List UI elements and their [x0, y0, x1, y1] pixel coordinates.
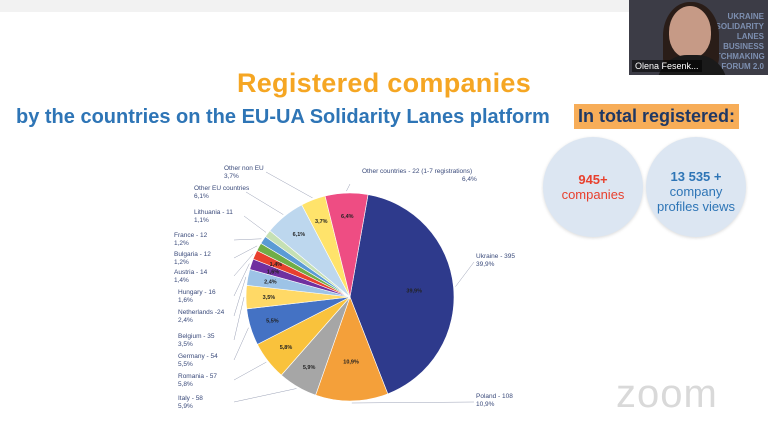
slice-category-label: Netherlands -24 [178, 309, 225, 316]
companies-stat: 945+ companies [543, 137, 643, 237]
slice-category-label: Other EU countries [194, 185, 250, 192]
participant-video[interactable]: UKRAINE SOLIDARITY LANES BUSINESS MATCHM… [629, 0, 768, 75]
leader-line [265, 171, 313, 199]
slice-percent-label: 1,1% [194, 217, 209, 224]
profile-views-label-1: company [669, 184, 723, 199]
profile-views-count: 13 535 + [670, 169, 722, 184]
slice-value-label: 3,7% [315, 219, 328, 225]
leader-line [233, 327, 249, 361]
slide-subtitle: by the countries on the EU-UA Solidarity… [16, 106, 550, 128]
total-registered-label: In total registered: [574, 104, 740, 129]
pie-slice-other-countries [324, 192, 369, 298]
slice-category-label: Poland - 108 [476, 393, 513, 400]
slice-percent-label: 1,2% [174, 240, 189, 247]
pie-slice-poland [315, 296, 389, 402]
slice-category-label: Bulgaria - 12 [174, 251, 211, 258]
slice-value-label: 1,4% [270, 262, 283, 268]
slice-value-label: 10,9% [343, 360, 359, 366]
leader-line [455, 261, 475, 287]
slice-percent-label: 3,5% [178, 341, 193, 348]
slice-category-label: Belgium - 35 [178, 333, 215, 340]
slice-percent-label: 6,4% [462, 176, 477, 183]
zoom-watermark: zoom [616, 372, 718, 416]
slice-category-label: Lithuania - 11 [194, 209, 233, 216]
slice-category-label: Other countries - 22 (1-7 registrations) [362, 168, 472, 175]
leader-line [346, 183, 351, 192]
slice-category-label: Other non EU [224, 165, 264, 172]
slice-category-label: Ukraine - 395 [476, 253, 515, 260]
slice-category-label: Austria - 14 [174, 269, 208, 276]
slice-value-label: 2,4% [264, 280, 277, 286]
companies-label: companies [561, 187, 625, 202]
profile-views-label-2: profiles views [656, 199, 736, 214]
slice-value-label: 3,5% [263, 295, 276, 301]
top-bar [0, 0, 768, 12]
slice-percent-label: 5,9% [178, 403, 193, 410]
slice-value-label: 1,6% [267, 269, 280, 275]
slice-category-label: Italy - 58 [178, 395, 203, 402]
leader-line [233, 253, 254, 277]
companies-count: 945+ [578, 172, 608, 187]
slice-value-label: 5,9% [303, 365, 316, 371]
pie-slice-ukraine [349, 194, 455, 395]
leader-line [233, 276, 247, 317]
slice-percent-label: 5,8% [178, 381, 193, 388]
participant-name: Olena Fesenk... [632, 60, 702, 72]
slice-value-label: 6,4% [341, 214, 354, 220]
slice-percent-label: 39,9% [476, 261, 495, 268]
slice-percent-label: 1,2% [174, 259, 189, 266]
slice-percent-label: 2,4% [178, 317, 193, 324]
slice-value-label: 5,5% [266, 319, 279, 325]
leader-line [245, 191, 284, 215]
participant-face [669, 6, 711, 58]
slice-percent-label: 1,6% [178, 297, 193, 304]
slice-percent-label: 6,1% [194, 193, 209, 200]
leader-line [243, 215, 267, 233]
leader-line [351, 401, 475, 404]
slice-percent-label: 3,7% [224, 173, 239, 180]
leader-line [233, 388, 297, 403]
profile-views-stat: 13 535 + company profiles views [646, 137, 746, 237]
video-background-text: UKRAINE SOLIDARITY LANES BUSINESS MATCHM… [704, 12, 765, 71]
slice-category-label: Romania - 57 [178, 373, 217, 380]
slice-value-label: 5,8% [280, 345, 293, 351]
slice-value-label: 6,1% [293, 232, 306, 238]
leader-line [233, 297, 245, 341]
leader-line [233, 263, 250, 297]
leader-line [233, 361, 267, 381]
slice-percent-label: 1,4% [174, 277, 189, 284]
slice-value-label: 39,9% [406, 289, 422, 295]
leader-line [233, 245, 258, 259]
slice-category-label: Germany - 54 [178, 353, 218, 360]
slice-percent-label: 10,9% [476, 401, 495, 408]
slice-category-label: Hungary - 16 [178, 289, 216, 296]
slice-percent-label: 5,5% [178, 361, 193, 368]
leader-line [233, 238, 262, 241]
slide-title: Registered companies [236, 68, 532, 98]
slice-category-label: France - 12 [174, 232, 208, 239]
